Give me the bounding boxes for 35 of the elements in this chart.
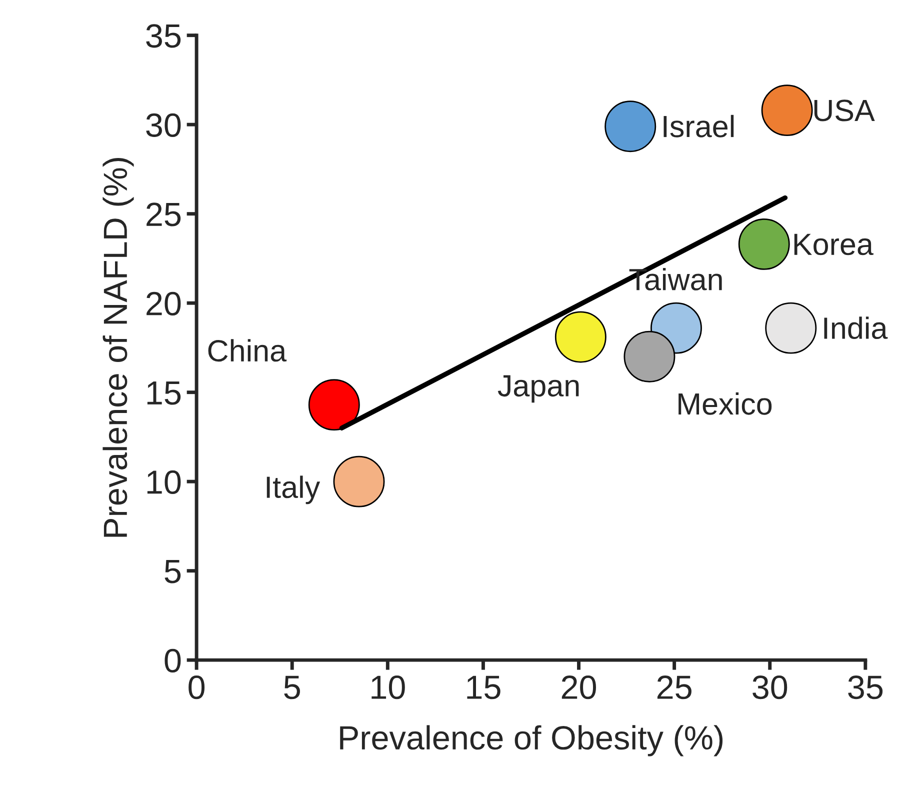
y-tick-label: 0	[164, 648, 181, 672]
point	[604, 100, 656, 152]
y-tick-label: 25	[146, 202, 181, 226]
series-label: Japan	[498, 375, 579, 403]
x-tick-label: 20	[562, 676, 596, 700]
x-tick-label: 30	[752, 676, 788, 700]
series-label: India	[824, 316, 888, 340]
series-label: Mexico	[678, 392, 772, 415]
point	[765, 302, 817, 354]
series-label: Israel	[664, 114, 734, 138]
point	[333, 456, 385, 508]
x-axis-title: Prevalence of Obesity (%)	[340, 725, 723, 756]
y-tick-label: 30	[146, 113, 181, 137]
y-tick-label: 35	[146, 24, 181, 48]
y-tick-label: 10	[147, 470, 181, 494]
y-tick-label: 5	[164, 560, 181, 584]
point	[554, 311, 606, 363]
y-axis-title: Prevalence of NAFLD (%)	[102, 158, 134, 537]
y-tick-label: 20	[146, 292, 181, 316]
x-tick-label: 5	[284, 676, 300, 700]
y-tick-label: 15	[147, 381, 181, 405]
series-label: Italy	[266, 476, 320, 504]
series-label: China	[208, 339, 287, 362]
point	[761, 84, 813, 136]
series-label: Korea	[794, 234, 874, 256]
x-tick-label: 15	[467, 676, 500, 700]
x-tick-label: 10	[372, 676, 405, 700]
x-tick-label: 35	[848, 676, 883, 700]
x-tick-label: 0	[188, 676, 205, 700]
series-label: USA	[814, 100, 875, 122]
point	[308, 379, 360, 431]
series-label: Taiwan	[629, 268, 722, 290]
point	[738, 218, 790, 270]
x-tick-label: 25	[657, 676, 692, 700]
point	[624, 330, 676, 382]
